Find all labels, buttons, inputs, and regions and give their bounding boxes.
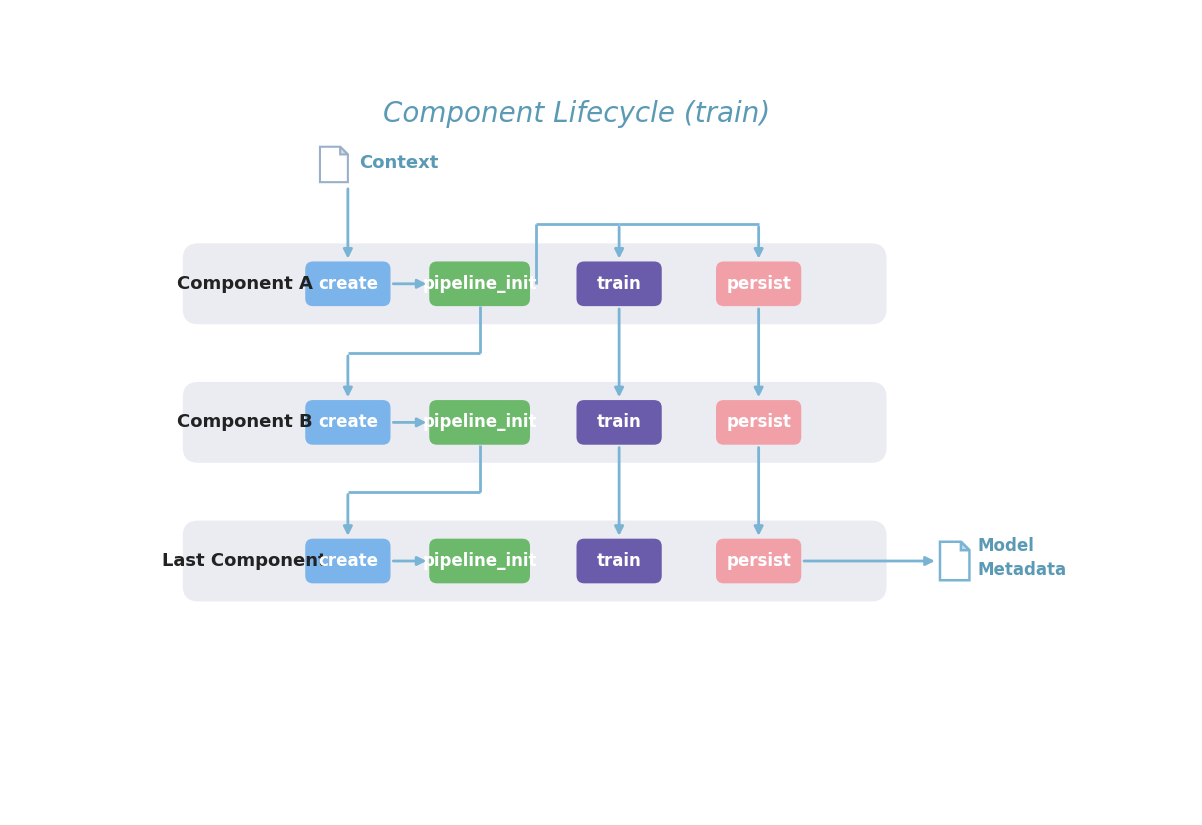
- Text: Context: Context: [359, 154, 439, 172]
- Polygon shape: [940, 542, 970, 580]
- Text: train: train: [596, 275, 642, 293]
- FancyBboxPatch shape: [577, 400, 662, 445]
- Text: persist: persist: [726, 275, 791, 293]
- FancyBboxPatch shape: [429, 400, 530, 445]
- Text: Component A: Component A: [177, 275, 313, 293]
- Polygon shape: [320, 147, 347, 182]
- Polygon shape: [960, 542, 970, 550]
- Text: pipeline_init: pipeline_init: [422, 413, 537, 431]
- Text: Component B: Component B: [177, 413, 313, 431]
- Text: Component Lifecycle (train): Component Lifecycle (train): [383, 101, 770, 129]
- Text: create: create: [317, 552, 377, 570]
- FancyBboxPatch shape: [716, 400, 802, 445]
- Text: persist: persist: [726, 413, 791, 431]
- FancyBboxPatch shape: [577, 262, 662, 306]
- Text: train: train: [596, 552, 642, 570]
- FancyBboxPatch shape: [183, 382, 887, 463]
- FancyBboxPatch shape: [429, 262, 530, 306]
- Text: pipeline_init: pipeline_init: [422, 552, 537, 570]
- Text: create: create: [317, 275, 377, 293]
- FancyBboxPatch shape: [716, 262, 802, 306]
- Text: Last Component: Last Component: [162, 552, 327, 570]
- FancyBboxPatch shape: [716, 539, 802, 583]
- FancyBboxPatch shape: [305, 539, 391, 583]
- Text: Model
Metadata: Model Metadata: [977, 537, 1066, 578]
- Text: train: train: [596, 413, 642, 431]
- FancyBboxPatch shape: [183, 243, 887, 324]
- Text: create: create: [317, 413, 377, 431]
- Polygon shape: [340, 147, 347, 154]
- FancyBboxPatch shape: [429, 539, 530, 583]
- Text: persist: persist: [726, 552, 791, 570]
- FancyBboxPatch shape: [305, 262, 391, 306]
- FancyBboxPatch shape: [577, 539, 662, 583]
- FancyBboxPatch shape: [183, 521, 887, 601]
- FancyBboxPatch shape: [305, 400, 391, 445]
- Text: pipeline_init: pipeline_init: [422, 275, 537, 293]
